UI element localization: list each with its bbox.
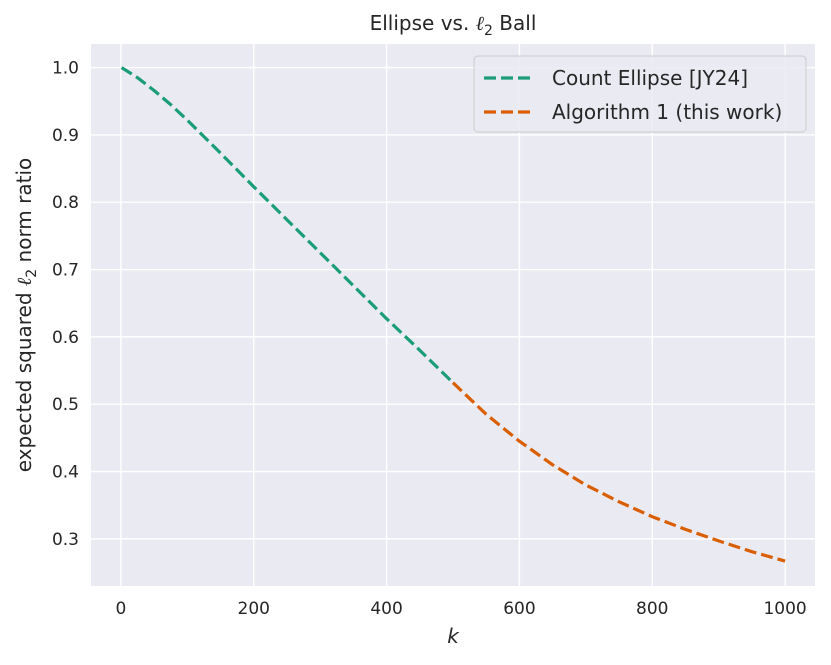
y-tick-label: 0.7 — [52, 261, 79, 281]
y-tick-label: 0.9 — [52, 126, 79, 146]
series-line-2 — [451, 381, 786, 563]
x-tick-label: 200 — [238, 599, 270, 619]
legend: Count Ellipse [JY24] Algorithm 1 (this wo… — [473, 55, 807, 133]
x-axis-label: k — [447, 624, 460, 648]
x-tick-label: 0 — [115, 599, 126, 619]
y-tick-label: 0.3 — [52, 530, 79, 550]
y-tick-label: 1.0 — [52, 59, 79, 79]
x-axis: 0 200 400 600 800 1000 — [115, 599, 806, 619]
series-line-1 — [120, 66, 455, 384]
legend-label-1: Count Ellipse [JY24] — [552, 66, 748, 90]
x-tick-label: 600 — [503, 599, 535, 619]
y-tick-label: 0.4 — [52, 463, 79, 483]
y-axis: 0.3 0.4 0.5 0.6 0.7 0.8 0.9 1.0 — [52, 59, 79, 550]
series-group — [120, 66, 786, 563]
y-tick-label: 0.6 — [52, 328, 79, 348]
legend-box — [473, 55, 807, 133]
y-axis-label: expected squared ℓ2 norm ratio — [12, 158, 40, 473]
legend-label-2: Algorithm 1 (this work) — [552, 100, 782, 124]
x-tick-label: 400 — [370, 599, 402, 619]
x-tick-label: 800 — [636, 599, 668, 619]
grid — [91, 44, 815, 586]
chart-title: Ellipse vs. ℓ2 Ball — [370, 11, 537, 39]
x-tick-label: 1000 — [763, 599, 806, 619]
y-tick-label: 0.5 — [52, 395, 79, 415]
y-tick-label: 0.8 — [52, 193, 79, 213]
